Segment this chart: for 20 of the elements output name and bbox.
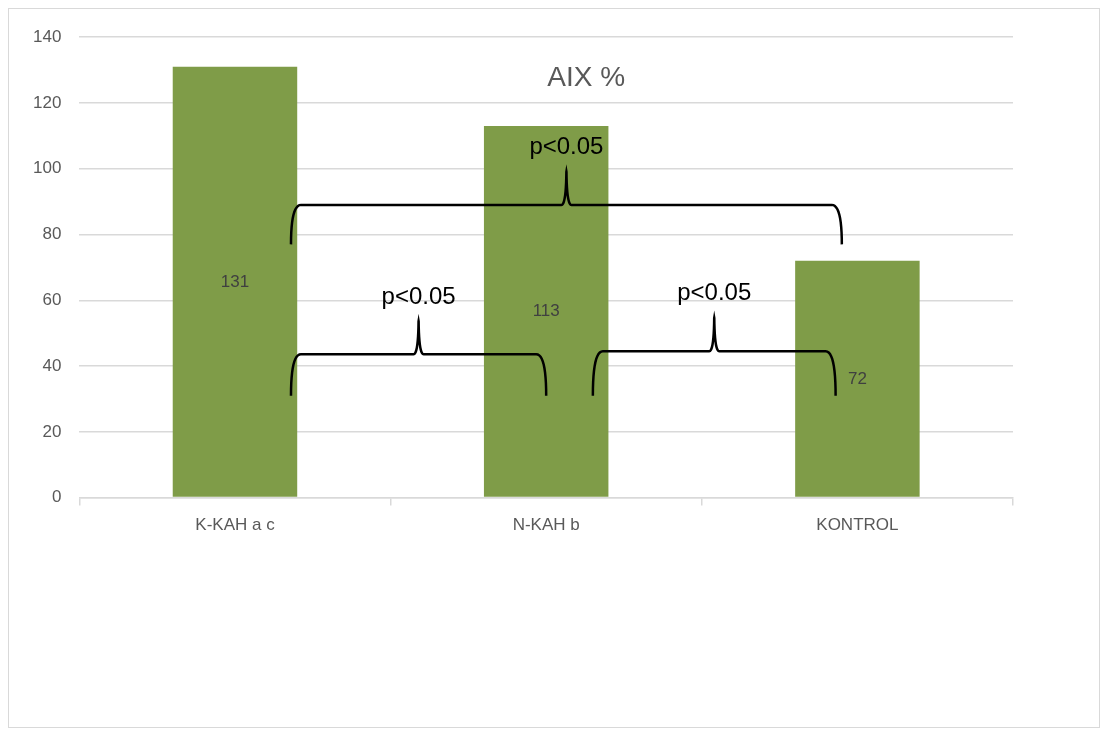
y-tick-label: 0 — [51, 487, 62, 507]
text: AIX % — [547, 61, 626, 93]
x-tick-label: N-KAH b — [512, 515, 580, 535]
annotation: p<0.05 — [381, 281, 456, 309]
y-tick-label: 80 — [42, 224, 62, 244]
y-tick-label: 100 — [32, 158, 62, 178]
data-label: 113 — [532, 301, 560, 321]
y-tick-label: 60 — [42, 289, 62, 309]
annotation: p<0.05 — [677, 278, 752, 306]
y-tick-label: 140 — [32, 26, 62, 46]
bar — [172, 66, 298, 497]
x-tick-label: KONTROL — [816, 515, 899, 535]
y-tick-label: 120 — [32, 92, 62, 112]
data-label: 131 — [220, 271, 250, 291]
x-tick-label: K-KAH a c — [195, 515, 276, 535]
data-label: 72 — [847, 368, 867, 388]
y-tick-label: 40 — [42, 355, 62, 375]
y-tick-label: 20 — [42, 421, 62, 441]
bar — [795, 260, 920, 497]
annotation: p<0.05 — [529, 132, 604, 160]
